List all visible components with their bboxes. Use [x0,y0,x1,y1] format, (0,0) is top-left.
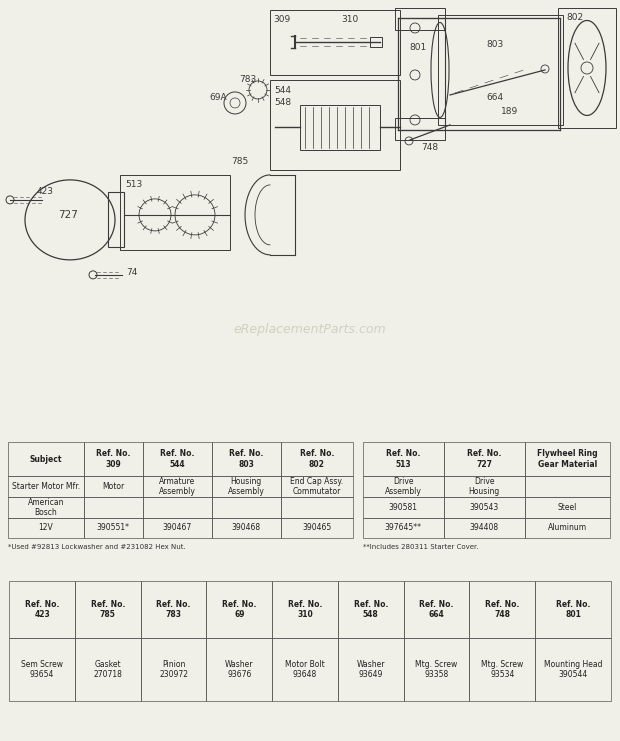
Text: Motor: Motor [102,482,125,491]
Bar [270,10,400,75]
Bar [438,15,563,125]
Text: Ref. No.
309: Ref. No. 309 [96,449,130,469]
Text: Ref. No.
785: Ref. No. 785 [91,599,125,619]
Text: 785: 785 [231,157,249,167]
Text: Ref. No.
513: Ref. No. 513 [386,449,420,469]
Bar [270,80,400,170]
Text: Aluminum: Aluminum [548,523,587,533]
Text: 544: 544 [275,87,291,96]
Text: Flywheel Ring
Gear Material: Flywheel Ring Gear Material [537,449,598,469]
Text: 423: 423 [37,187,53,196]
Bar [108,192,124,247]
Text: 390543: 390543 [470,502,499,512]
Text: Ref. No.
69: Ref. No. 69 [222,599,257,619]
Text: Subject: Subject [30,454,62,464]
Text: Ref. No.
664: Ref. No. 664 [419,599,454,619]
Text: Ref. No.
310: Ref. No. 310 [288,599,322,619]
Text: Ref. No.
802: Ref. No. 802 [299,449,334,469]
Text: Starter Motor Mfr.: Starter Motor Mfr. [12,482,80,491]
Text: 727: 727 [58,210,78,220]
Bar [300,105,380,150]
Text: 802: 802 [567,13,583,22]
Text: Washer
93676: Washer 93676 [225,659,254,679]
Text: Mtg. Screw
93358: Mtg. Screw 93358 [415,659,458,679]
Text: 801: 801 [409,44,427,53]
Text: Drive
Assembly: Drive Assembly [385,477,422,496]
Text: Drive
Housing: Drive Housing [469,477,500,496]
Text: Mounting Head
390544: Mounting Head 390544 [544,659,602,679]
Text: Ref. No.
548: Ref. No. 548 [353,599,388,619]
Text: Ref. No.
803: Ref. No. 803 [229,449,264,469]
Text: American
Bosch: American Bosch [28,497,64,517]
Text: End Cap Assy.
Commutator: End Cap Assy. Commutator [290,477,343,496]
Text: 390465: 390465 [302,523,332,533]
Text: Mtg. Screw
93534: Mtg. Screw 93534 [481,659,523,679]
Bar [370,37,382,47]
Text: Armature
Assembly: Armature Assembly [159,477,195,496]
Text: Housing
Assembly: Housing Assembly [228,477,265,496]
Text: 394408: 394408 [470,523,499,533]
Text: 783: 783 [239,76,257,84]
Text: Ref. No.
423: Ref. No. 423 [25,599,60,619]
Text: Pinion
230972: Pinion 230972 [159,659,188,679]
Text: 513: 513 [125,180,143,190]
Text: 748: 748 [422,144,438,153]
Text: 548: 548 [275,99,291,107]
Bar [395,8,445,30]
Text: *Used #92813 Lockwasher and #231082 Hex Nut.: *Used #92813 Lockwasher and #231082 Hex … [8,544,186,550]
Text: Sem Screw
93654: Sem Screw 93654 [21,659,63,679]
Text: 397645**: 397645** [385,523,422,533]
Text: 310: 310 [342,16,358,24]
Text: Motor Bolt
93648: Motor Bolt 93648 [285,659,325,679]
Text: 69A: 69A [209,93,227,102]
Text: Ref. No.
748: Ref. No. 748 [485,599,520,619]
Text: Ref. No.
783: Ref. No. 783 [156,599,191,619]
Text: 74: 74 [126,268,138,277]
Bar [395,118,445,140]
Text: 664: 664 [487,93,503,102]
Text: 12V: 12V [38,523,53,533]
Bar [120,175,230,250]
Text: 390551*: 390551* [97,523,130,533]
Text: 390467: 390467 [162,523,192,533]
Text: **Includes 280311 Starter Cover.: **Includes 280311 Starter Cover. [363,544,478,550]
Bar [558,8,616,128]
Text: 390581: 390581 [389,502,418,512]
Text: Ref. No.
727: Ref. No. 727 [467,449,502,469]
Text: Steel: Steel [558,502,577,512]
Text: Washer
93649: Washer 93649 [356,659,385,679]
Text: 803: 803 [486,41,503,50]
Text: 390468: 390468 [231,523,260,533]
Text: Ref. No.
544: Ref. No. 544 [160,449,194,469]
Text: 189: 189 [502,107,518,116]
Text: Ref. No.
801: Ref. No. 801 [556,599,590,619]
Text: Gasket
270718: Gasket 270718 [94,659,122,679]
Text: 309: 309 [273,16,291,24]
Text: eReplacementParts.com: eReplacementParts.com [234,323,386,336]
